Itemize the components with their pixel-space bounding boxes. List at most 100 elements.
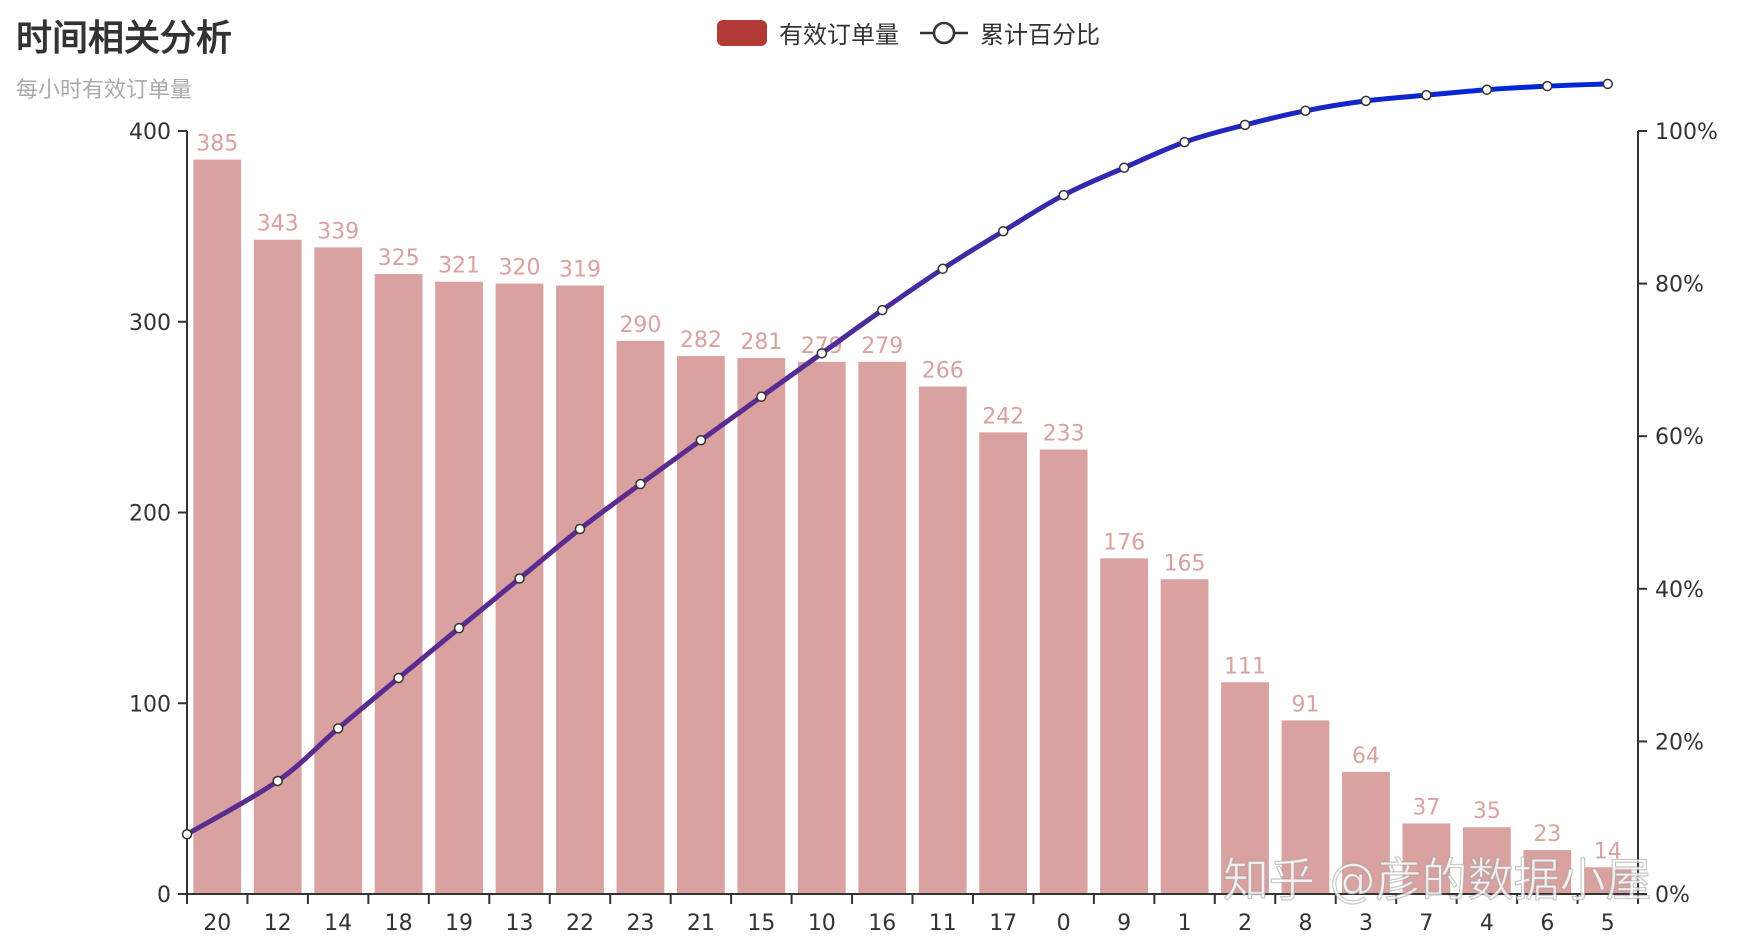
cumulative-point [877,304,888,316]
bar [1342,771,1390,894]
cumulative-point [1602,78,1614,90]
bar [556,285,604,894]
cumulative-point [756,391,767,402]
cumulative-point [1058,189,1069,201]
bar [616,340,665,894]
bar [1160,579,1209,894]
bar-value-label: 339 [317,219,359,244]
bar [1583,867,1632,894]
cumulative-line-layer [181,78,1614,840]
bar-value-label: 321 [438,254,480,279]
bar-value-label: 266 [922,359,964,384]
bar-value-label: 281 [740,330,782,355]
cumulative-point [453,622,465,634]
bar [1402,823,1451,894]
bar-value-label: 233 [1043,422,1085,447]
bar [1221,682,1269,894]
y-right-tick-label: 20% [1655,730,1704,755]
bar-value-label: 23 [1533,822,1561,847]
cumulative-point [1360,95,1372,107]
bar-value-label: 35 [1473,799,1501,824]
bar [797,361,846,894]
x-tick-label: 0 [1057,911,1071,936]
cumulative-point [332,723,344,734]
bar [737,357,786,894]
bar [1462,827,1511,894]
bar [918,386,967,894]
bar-value-label: 91 [1291,692,1319,717]
x-tick-label: 18 [385,911,413,936]
bar [1100,558,1148,894]
bar-value-label: 320 [499,256,541,281]
cumulative-point [1179,136,1190,148]
cumulative-point [1118,162,1130,174]
bar-value-label: 64 [1352,744,1380,769]
bar [979,432,1028,894]
bar-value-label: 242 [982,404,1024,429]
x-tick-label: 13 [506,911,534,936]
x-tick-label: 23 [626,911,654,936]
x-tick-label: 12 [264,911,292,936]
bar-value-label: 385 [196,132,238,157]
bar-value-label: 290 [619,313,661,338]
cumulative-point [272,775,283,787]
bar-value-label: 343 [257,212,299,237]
x-tick-label: 21 [687,911,715,936]
x-tick-label: 7 [1419,911,1433,936]
watermark: 知乎 @彦的数据小屋 [1223,853,1652,907]
x-tick-label: 5 [1601,911,1615,936]
x-tick-label: 10 [808,911,836,936]
cumulative-point [393,672,404,684]
x-tick-label: 9 [1117,911,1131,936]
cumulative-point [1239,119,1251,131]
bar-value-label: 279 [861,334,903,359]
bar [1039,449,1088,894]
legend-line-label[interactable]: 累计百分比 [980,21,1100,49]
y-left-tick-label: 200 [129,502,171,527]
bar-value-label: 282 [680,328,722,353]
x-tick-label: 19 [445,911,473,936]
bar-value-label: 176 [1103,530,1145,555]
cumulative-point [574,523,586,535]
y-right-tick-label: 100% [1655,120,1718,145]
x-tick-label: 4 [1480,911,1494,936]
bar [253,239,302,895]
y-left-tick-label: 300 [129,311,171,336]
legend-bar-swatch[interactable] [717,20,767,46]
x-tick-label: 8 [1298,911,1312,936]
bar-value-label: 165 [1164,551,1206,576]
y-left-tick-label: 100 [129,692,171,717]
bar-value-label: 14 [1594,839,1622,864]
legend-line-marker [932,21,956,45]
x-tick-label: 20 [203,911,231,936]
cumulative-point [1481,84,1493,95]
cumulative-point [635,478,646,490]
x-tick-label: 2 [1238,911,1252,936]
x-tick-label: 11 [929,911,957,936]
chart-subtitle: 每小时有效订单量 [16,78,192,103]
x-tick-label: 22 [566,911,594,936]
bar [314,247,363,895]
chart-title: 时间相关分析 [16,18,232,59]
cumulative-point [1542,80,1553,92]
x-tick-label: 17 [989,911,1017,936]
bar [677,356,725,895]
x-tick-label: 14 [324,911,352,936]
cumulative-point [997,226,1009,237]
cumulative-point [816,348,828,359]
legend-bar-label[interactable]: 有效订单量 [779,21,899,49]
bar [495,283,544,895]
x-tick-label: 15 [747,911,775,936]
cumulative-point [514,573,525,584]
bar-value-label: 325 [378,246,420,271]
cumulative-point [1421,89,1432,101]
bar-value-label: 111 [1224,654,1266,679]
y-right-tick-label: 60% [1655,425,1704,450]
x-tick-label: 16 [868,911,896,936]
y-left-tick-label: 0 [157,883,171,908]
bar-value-label: 37 [1412,795,1440,820]
